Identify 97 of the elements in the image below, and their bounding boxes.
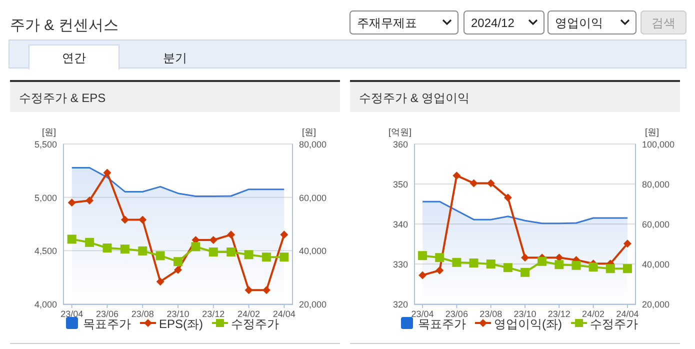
point [435,253,444,262]
y2-tick-label: 20,000 [299,300,327,310]
point [227,230,236,239]
y2-tick-label: 100,000 [642,140,675,150]
text: 2024/12 [471,16,515,30]
point [418,271,427,280]
point [85,238,94,247]
point [280,252,289,262]
x-tick-label: 23/08 [131,309,154,319]
point [120,216,129,224]
point [470,179,478,188]
y2-tick-label: 20,000 [642,300,670,310]
text: 연간 [62,51,86,65]
legend-label: 수정주가 [231,317,280,331]
y-axis-title: [원] [42,127,56,137]
x-tick-label: 24/02 [238,309,260,319]
point [262,286,270,294]
x-tick-label: 23/06 [445,309,468,319]
x-tick-label: 24/04 [272,309,296,319]
y2-tick-label: 80,000 [299,140,327,150]
point [209,236,218,244]
point [68,198,76,207]
point [191,242,200,252]
point [280,230,288,239]
y-tick-label: 340 [392,220,408,230]
chart-title: 수정주가 & EPS [19,91,106,105]
y-tick-label: 5,000 [34,192,57,203]
point [103,168,112,177]
legend-label: 목표주가 [418,317,466,331]
text: 주재무제표 [357,16,417,30]
point [86,196,94,205]
y2-tick-label: 60,000 [299,192,327,203]
x-tick-label: 24/04 [616,309,639,319]
x-tick-label: 23/04 [60,309,84,319]
point [622,264,632,274]
point [623,240,632,248]
y2-tick-label: 40,000 [642,260,670,270]
point [554,260,564,270]
point [102,244,112,252]
point [436,266,444,274]
point [572,260,581,270]
y2-tick-label: 40,000 [299,246,327,256]
x-tick-label: 23/10 [166,309,190,319]
point [174,266,182,274]
chart-title: 수정주가 & 영업이익 [359,91,470,105]
point [486,260,496,268]
y-tick-label: 320 [392,300,408,310]
legend-label: EPS(좌) [158,317,204,331]
y-axis-title: [억원] [388,127,412,137]
point [452,258,462,267]
y-tick-label: 5,500 [34,140,57,150]
point [226,248,236,256]
x-tick-label: 23/12 [202,309,225,319]
point [244,250,254,260]
point [520,268,530,277]
point [521,254,529,262]
y2-axis-title: [원] [302,127,316,137]
y-tick-label: 4,500 [34,246,57,256]
text: 영업이익 [555,16,603,30]
point [538,256,547,266]
y-tick-label: 4,000 [34,300,57,310]
point [503,263,512,272]
point [418,251,428,260]
y2-axis-title: [원] [644,127,660,137]
point [174,257,182,266]
y2-tick-label: 80,000 [642,180,670,190]
x-tick-label: 23/12 [548,309,570,319]
y-tick-label: 330 [392,260,408,270]
y-tick-label: 360 [392,140,408,150]
text: 분기 [163,51,187,65]
point [208,248,218,256]
legend-label: 목표주가 [82,317,131,331]
point [452,172,461,180]
legend-label: 영업이익(좌) [494,317,562,331]
point [504,194,512,202]
x-tick-label: 23/06 [96,309,118,319]
point [486,179,495,188]
y2-tick-label: 60,000 [642,220,670,230]
point [67,234,76,244]
point [138,216,147,224]
point [588,262,598,272]
text: 주가 & 컨센서스 [10,17,118,34]
point [138,246,148,256]
legend-label: 수정주가 [590,317,638,331]
text: 검색 [652,16,676,30]
point [156,251,165,260]
point [262,252,271,262]
point [606,264,615,274]
x-tick-label: 24/02 [582,309,605,319]
point [469,258,478,268]
point [244,286,253,294]
x-tick-label: 23/10 [514,309,536,319]
x-tick-label: 23/08 [480,309,502,319]
y-tick-label: 350 [392,180,408,190]
point [120,244,130,254]
x-tick-label: 23/04 [411,309,434,319]
point [156,278,164,286]
